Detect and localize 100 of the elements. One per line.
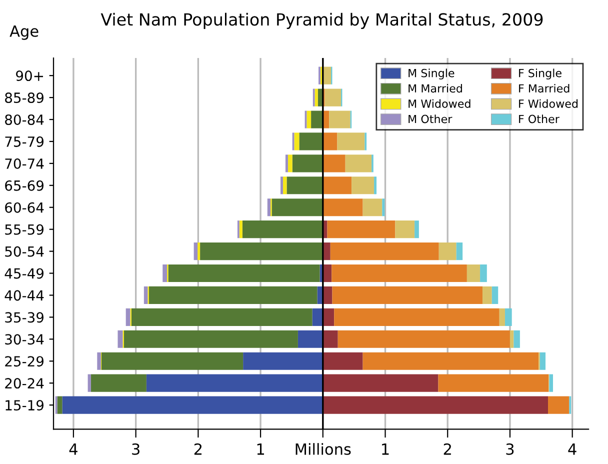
legend-label: F Married [519,84,570,93]
bar [492,286,498,304]
bar [322,154,346,172]
bar [322,308,334,326]
bar [332,264,467,282]
x-tick-label: Millions [296,443,351,455]
bar [329,110,350,128]
bar [332,286,483,304]
y-tick-label: 35-39 [5,312,44,323]
bar [322,264,332,282]
bar [466,264,480,282]
bar [322,396,548,414]
y-tick-label: 45-49 [4,268,44,279]
y-tick-label: 40-44 [4,290,44,301]
bar [456,242,463,260]
y-tick-label: 90+ [16,70,43,82]
bar [330,242,439,260]
bar [327,220,396,238]
bar [242,220,323,238]
bar [294,132,300,150]
bar [282,176,287,194]
bar [540,352,546,370]
y-tick-label: 50-54 [5,246,44,257]
x-tick-label: 1 [257,444,264,455]
bar [198,242,200,260]
bar [97,352,101,370]
bar [499,308,505,326]
bar [88,374,91,392]
bar [194,242,198,260]
y-tick-label: 65-69 [5,180,44,191]
bar [548,396,570,414]
legend-label: F Widowed [519,99,578,108]
y-tick-label: 70-74 [5,158,44,169]
bar [322,352,363,370]
bar [362,352,539,370]
chart-title: Viet Nam Population Pyramid by Marital Status, 2009 [100,12,543,29]
bar [482,286,492,304]
bar [395,220,415,238]
bar [322,198,363,216]
bar [272,198,323,216]
legend-label: M Single [408,68,454,80]
bar [131,308,312,326]
bar [438,242,456,260]
bar [362,198,382,216]
bar [200,242,323,260]
bar [324,66,331,84]
bar [311,110,323,128]
bar [57,396,62,414]
bar [414,220,419,238]
bar [62,396,323,414]
legend-label: F Other [519,114,560,124]
bar [144,286,148,304]
bar [549,374,553,392]
bar [148,286,318,304]
bar [162,264,167,282]
bar [324,88,341,106]
bar [322,286,332,304]
bar [124,330,298,348]
bar [322,110,330,128]
bar [239,220,242,238]
y-tick-label: 55-59 [5,224,44,235]
bar [322,176,352,194]
bar [285,154,288,172]
bar [146,374,323,392]
legend-label: M Married [408,84,462,93]
y-tick-label: 30-34 [5,334,44,345]
bar [168,264,320,282]
legend-label: F Single [519,68,562,80]
bar [299,132,323,150]
bar [286,176,323,194]
x-tick-label: 3 [132,443,140,455]
bar [306,110,312,128]
bar [438,374,549,392]
bar [102,352,244,370]
bar [243,352,323,370]
x-tick-label: 2 [194,443,202,455]
x-tick-label: 2 [444,443,451,455]
bar [352,176,374,194]
y-axis-title: Age [10,26,38,40]
x-tick-label: 4 [69,444,78,455]
y-tick-label: 20-24 [5,378,44,389]
y-tick-label: 25-29 [5,356,44,367]
bar [280,176,283,194]
bar [338,330,510,348]
bar [337,132,365,150]
bar [382,198,385,216]
bar [288,154,292,172]
x-tick-label: 1 [382,444,389,455]
bar [480,264,487,282]
bar [322,330,338,348]
bar [374,176,377,194]
y-tick-label: 80-84 [5,114,44,125]
x-tick-label: 4 [568,444,576,455]
bar [267,198,271,216]
bar [322,374,438,392]
bar [345,154,372,172]
legend-label: M Other [408,114,452,124]
y-tick-label: 60-64 [5,202,44,213]
bar [292,154,323,172]
bar [322,132,338,150]
